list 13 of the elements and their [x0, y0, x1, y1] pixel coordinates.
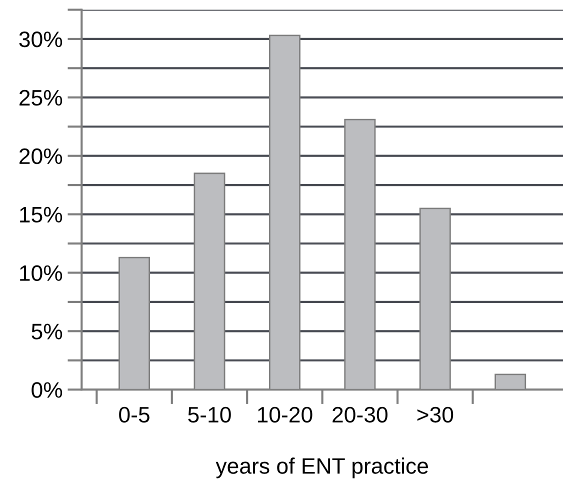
x-tick-label: >30: [417, 406, 454, 423]
y-tick-label: 15%: [20, 206, 62, 223]
x-tick-label: 20-30: [332, 406, 388, 423]
y-tick-label: 0%: [32, 382, 62, 398]
x-axis-title: years of ENT practice: [216, 458, 428, 478]
x-tick-label: 10-20: [258, 406, 312, 423]
y-tick-label: 10%: [20, 265, 62, 281]
y-tick-label: 20%: [20, 148, 62, 164]
y-tick-label: 25%: [20, 90, 62, 106]
x-tick-label: 5-10: [188, 406, 231, 423]
y-tick-label: 30%: [19, 31, 62, 48]
y-tick-label: 5%: [32, 324, 62, 340]
x-tick-label: 0-5: [119, 406, 150, 423]
